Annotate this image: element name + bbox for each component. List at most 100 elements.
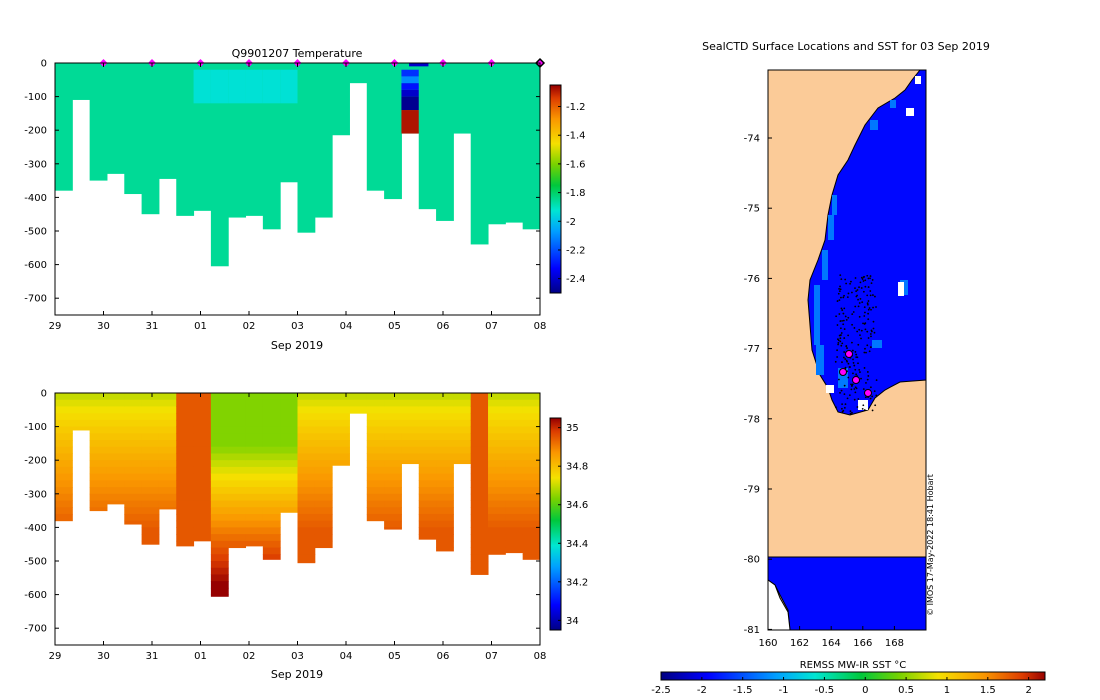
- sst-colorbar-segment: [876, 672, 878, 680]
- temperature-colorbar-segment: [550, 275, 561, 277]
- salinity-colorbar-segment: [550, 458, 561, 460]
- sst-colorbar-segment: [895, 672, 897, 680]
- temperature-colorbar-segment: [550, 244, 561, 246]
- salinity-cell: [488, 426, 506, 434]
- temperature-profile-column: [55, 63, 73, 191]
- salinity-cell: [193, 413, 212, 421]
- salinity-cell: [384, 513, 402, 522]
- salinity-cell: [522, 513, 541, 522]
- salinity-colorbar-segment: [550, 456, 561, 458]
- temperature-colorbar-segment: [550, 102, 561, 104]
- temperature-colorbar-segment: [550, 166, 561, 168]
- temperature-colorbar-segment: [550, 140, 561, 142]
- salinity-colorbar-segment: [550, 505, 561, 507]
- sst-colorbar-segment: [945, 672, 947, 680]
- sst-colorbar: -2.5 -2 -1.5 -1 -0.5 0 0.5 1 1.5 2: [651, 671, 1046, 696]
- salinity-cell: [210, 460, 229, 468]
- salinity-cell: [470, 433, 489, 441]
- temperature-colorbar-segment: [550, 98, 561, 100]
- temperature-colorbar-segment: [550, 143, 561, 145]
- map-seal-track-point: [851, 313, 854, 316]
- sst-colorbar-segment: [753, 672, 755, 680]
- salinity-cell: [436, 500, 454, 508]
- salinity-cell: [89, 487, 108, 495]
- salinity-colorbar-segment: [550, 436, 561, 438]
- temperature-colorbar-segment: [550, 222, 561, 224]
- sst-colorbar-segment: [759, 672, 761, 680]
- salinity-colorbar-segment: [550, 575, 561, 577]
- temperature-profile-column: [297, 63, 316, 233]
- map-seal-track-point: [859, 371, 861, 373]
- temperature-colorbar-segment: [550, 131, 561, 133]
- temperature-anomaly-cell: [401, 110, 419, 134]
- map-seal-track-point: [851, 341, 853, 344]
- sst-colorbar-segment: [939, 672, 941, 680]
- map-latitude-tick-label: -78: [744, 414, 760, 425]
- map-seal-track-point: [871, 279, 874, 281]
- salinity-cell: [141, 520, 160, 528]
- salinity-cell: [245, 527, 264, 535]
- sst-colorbar-segment: [1031, 672, 1033, 680]
- map-seal-track-point: [860, 377, 862, 380]
- salinity-cell: [158, 487, 177, 495]
- map-seal-track-point: [857, 398, 860, 400]
- map-seal-track-point: [835, 315, 838, 318]
- map-seal-track-point: [839, 391, 841, 394]
- salinity-cell: [522, 527, 541, 535]
- map-seal-track-point: [839, 274, 842, 277]
- map-seal-track-point: [860, 337, 862, 340]
- temperature-colorbar-segment: [550, 247, 561, 249]
- sst-colorbar-segment: [1009, 672, 1011, 680]
- salinity-cell: [470, 406, 489, 414]
- map-seal-track-point: [874, 404, 877, 407]
- salinity-cell: [488, 480, 506, 488]
- map-seal-track-point: [869, 333, 872, 335]
- salinity-cell: [505, 440, 524, 448]
- salinity-y-ticks: 0-100-200-300-400-500-600-700: [24, 389, 540, 635]
- salinity-cell: [245, 487, 264, 495]
- sst-colorbar-segment: [902, 672, 904, 680]
- sst-colorbar-segment: [672, 672, 674, 680]
- salinity-cell: [470, 460, 489, 468]
- salinity-cell: [436, 399, 454, 407]
- sst-colorbar-segment: [873, 672, 875, 680]
- salinity-cell: [176, 426, 195, 434]
- salinity-cell: [436, 513, 454, 522]
- sst-colorbar-segment: [763, 672, 765, 680]
- salinity-cell: [418, 534, 437, 540]
- sst-colorbar-segment: [848, 672, 850, 680]
- sst-colorbar-segment: [1025, 672, 1027, 680]
- map-seal-track-point: [838, 299, 841, 301]
- sst-colorbar-segment: [778, 672, 780, 680]
- salinity-colorbar-segment: [550, 602, 561, 604]
- sst-colorbar-segment: [705, 672, 707, 680]
- map-seal-track-point: [855, 356, 858, 359]
- temperature-colorbar-segment: [550, 250, 561, 252]
- sst-colorbar-segment: [668, 672, 670, 680]
- map-seal-track-point: [857, 362, 859, 365]
- salinity-cell: [366, 406, 385, 414]
- map-seal-track-point: [846, 347, 848, 349]
- temperature-colorbar-segment: [550, 206, 561, 208]
- sst-colorbar-segment: [829, 672, 831, 680]
- salinity-cell: [124, 520, 143, 525]
- map-latitude-tick-label: -75: [744, 204, 760, 215]
- map-seal-track-point: [857, 298, 859, 301]
- salinity-cell: [193, 527, 212, 535]
- salinity-cell: [418, 460, 437, 468]
- temperature-colorbar-segment: [550, 208, 561, 210]
- temperature-colorbar-segment: [550, 103, 561, 105]
- salinity-colorbar-segment: [550, 540, 561, 542]
- sst-colorbar-segment: [767, 672, 769, 680]
- map-latitude-tick-label: -76: [744, 274, 760, 285]
- salinity-cell: [210, 480, 229, 488]
- map-seal-track-point: [854, 305, 857, 308]
- salinity-cell: [124, 426, 143, 434]
- salinity-cell: [193, 487, 212, 495]
- sst-colorbar-segment: [785, 672, 787, 680]
- sst-colorbar-segment: [927, 672, 929, 680]
- salinity-cell: [124, 433, 143, 441]
- sst-colorbar-segment: [921, 672, 923, 680]
- sst-colorbar-segment: [838, 672, 840, 680]
- sst-colorbar-segment: [984, 672, 986, 680]
